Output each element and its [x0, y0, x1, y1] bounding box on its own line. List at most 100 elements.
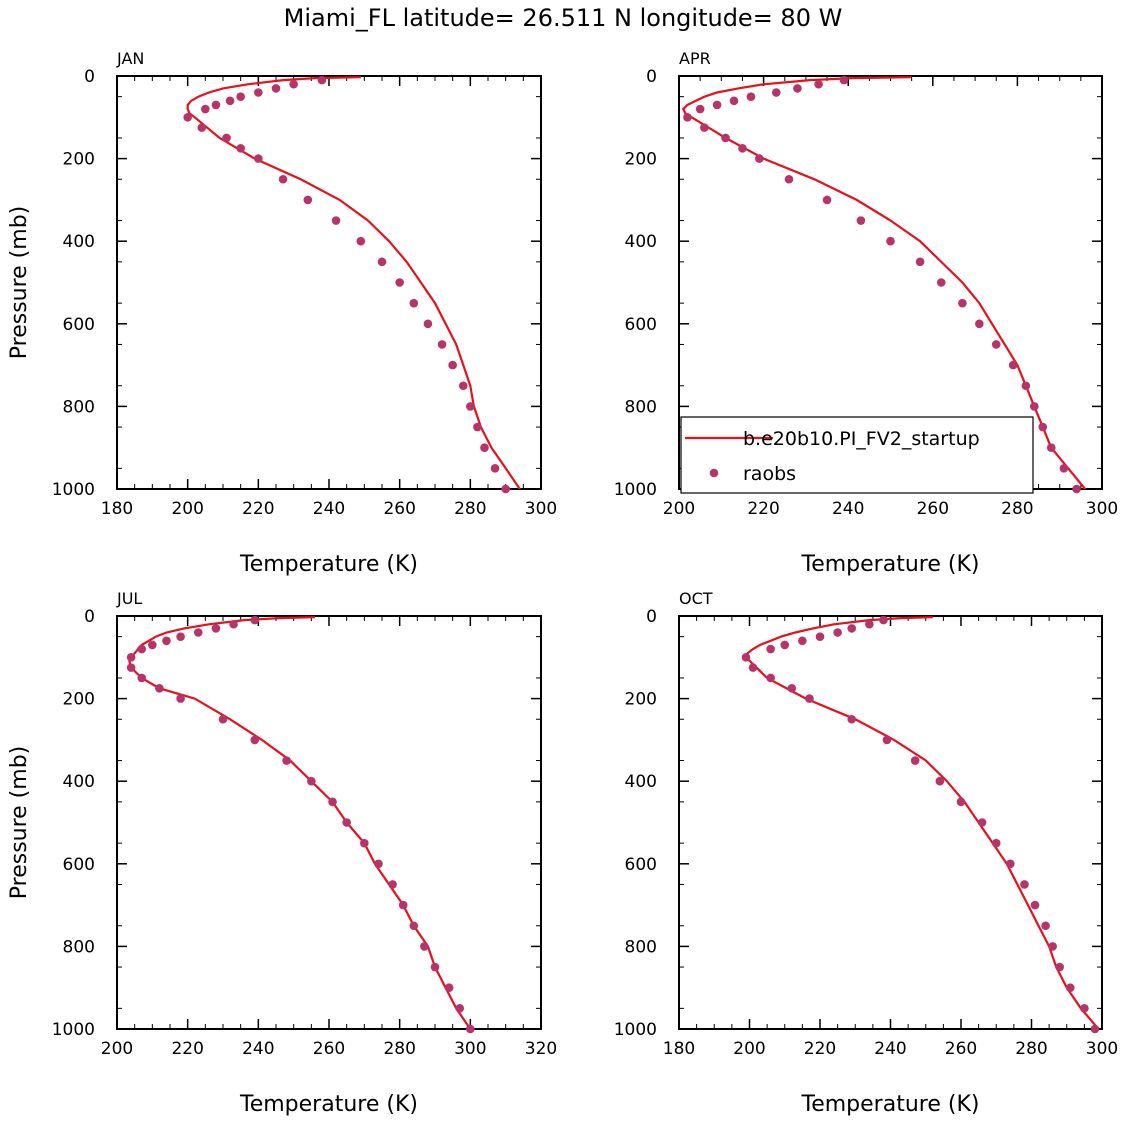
obs-point: [1030, 402, 1039, 411]
obs-point: [162, 636, 171, 646]
obs-point: [977, 818, 987, 827]
y-tick-label: 200: [625, 690, 657, 710]
y-axis-label: Pressure (mb): [7, 206, 32, 360]
obs-point: [126, 653, 136, 662]
panel-title: APR: [679, 49, 711, 68]
obs-point: [1048, 942, 1057, 951]
x-tick-label: 200: [101, 1039, 133, 1059]
x-tick-label: 240: [242, 1039, 274, 1059]
obs-point: [784, 174, 794, 184]
obs-point: [303, 195, 313, 205]
obs-point: [360, 838, 369, 848]
obs-point: [444, 983, 454, 992]
obs-point: [1090, 1024, 1100, 1034]
obs-point: [882, 735, 892, 745]
obs-point: [748, 663, 758, 672]
obs-point: [423, 319, 433, 329]
y-tick-label: 1000: [52, 480, 95, 500]
y-tick-label: 600: [625, 315, 657, 335]
y-tick-label: 0: [84, 607, 95, 627]
obs-point: [148, 640, 157, 650]
obs-point: [1008, 360, 1018, 370]
plot-frame: [678, 615, 1103, 1030]
y-tick-label: 1000: [614, 480, 657, 500]
obs-point: [501, 484, 510, 494]
obs-point: [683, 113, 692, 122]
obs-point: [218, 714, 228, 724]
y-tick-label: 400: [625, 772, 657, 792]
x-tick-label: 240: [832, 499, 864, 519]
obs-point: [420, 942, 429, 951]
obs-point: [250, 735, 260, 745]
obs-point: [1041, 921, 1050, 931]
x-tick-label: 240: [313, 499, 345, 519]
obs-point: [798, 636, 807, 646]
obs-point: [458, 381, 468, 391]
x-tick-label: 260: [945, 1039, 977, 1059]
obs-point: [328, 797, 337, 807]
model-series-line: [186, 76, 522, 489]
panel-title: JUL: [116, 589, 142, 608]
obs-point: [936, 278, 946, 287]
obs-point: [126, 663, 136, 672]
obs-point: [847, 624, 857, 633]
obs-point: [307, 776, 316, 786]
obs-point: [236, 143, 245, 153]
x-tick-label: 220: [747, 499, 779, 519]
obs-point: [137, 644, 147, 654]
obs-point: [225, 96, 235, 106]
x-tick-label: 300: [1086, 1039, 1118, 1059]
obs-point: [915, 257, 925, 267]
panel-jul: 200 220 240 260 280 300 320 0 200 400 600 800 1000 JU…: [7, 589, 557, 1117]
x-tick-label: 320: [525, 1039, 557, 1059]
obs-point: [278, 174, 288, 184]
panel-oct: 180 200 220 240 260 280 300 0 200 400 600 800 1000 OC…: [614, 589, 1118, 1117]
x-tick-label: 200: [733, 1039, 765, 1059]
x-tick-label: 300: [525, 499, 557, 519]
obs-point: [721, 133, 730, 143]
y-tick-label: 600: [625, 855, 657, 875]
obs-point: [222, 133, 231, 143]
obs-point: [466, 1024, 475, 1034]
obs-point: [856, 216, 866, 225]
obs-point: [331, 216, 341, 225]
y-tick-label: 800: [625, 397, 657, 417]
y-tick-label: 600: [63, 855, 95, 875]
x-tick-label: 200: [171, 499, 203, 519]
obs-point: [201, 104, 210, 114]
obs-point: [1030, 900, 1040, 910]
obs-point: [766, 673, 775, 683]
obs-point: [771, 88, 781, 97]
obs-point: [211, 100, 221, 110]
x-axis-label: Temperature (K): [239, 552, 418, 577]
obs-point: [879, 615, 888, 625]
obs-point: [729, 96, 739, 106]
obs-point: [480, 443, 489, 453]
x-tick-label: 280: [1015, 1039, 1047, 1059]
plot-frame: [116, 615, 542, 1030]
obs-point: [793, 84, 802, 93]
x-axis-label: Temperature (K): [801, 1092, 980, 1117]
obs-point: [766, 644, 775, 654]
obs-point: [741, 653, 751, 662]
obs-point: [991, 838, 1001, 848]
y-tick-label: 200: [63, 150, 95, 170]
obs-point: [211, 624, 221, 633]
x-tick-label: 180: [101, 499, 133, 519]
obs-point: [1038, 422, 1048, 432]
obs-point: [746, 92, 756, 101]
obs-point: [183, 113, 192, 122]
figure-title: Miami_FL latitude= 26.511 N longitude= 8…: [284, 4, 843, 32]
obs-point: [833, 628, 842, 637]
y-tick-label: 400: [63, 772, 95, 792]
obs-point: [254, 154, 263, 163]
x-tick-label: 260: [917, 499, 949, 519]
obs-point: [865, 619, 874, 629]
model-series-line: [128, 616, 472, 1029]
y-tick-label: 1000: [52, 1020, 95, 1040]
legend-box: [680, 416, 1034, 494]
panel-title: JAN: [116, 49, 144, 68]
x-tick-label: 240: [874, 1039, 906, 1059]
obs-point: [197, 123, 207, 132]
x-tick-label: 300: [454, 1039, 486, 1059]
